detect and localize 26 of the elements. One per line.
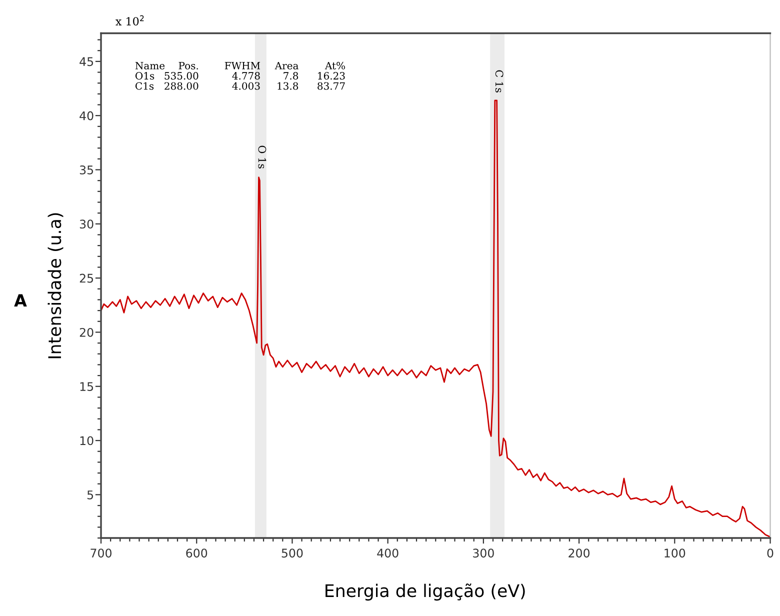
x-tick-label: 600	[186, 548, 208, 558]
y-tick-label: 40	[80, 111, 94, 120]
x-tick-label: 700	[90, 548, 112, 558]
y-axis-title: Intensidade (u.a)	[48, 213, 64, 358]
text: C1s 288.00 4.003 13.8 83.77	[136, 82, 345, 90]
y-tick-label: 5	[87, 490, 94, 500]
x-tick-label: 200	[568, 548, 590, 558]
text: x 10$^{2}$	[116, 15, 144, 26]
annotation: C 1s	[495, 70, 504, 92]
y-tick-label: 15	[80, 382, 94, 392]
x-tick-label: 100	[664, 548, 686, 558]
y-tick-label: 45	[80, 57, 94, 66]
y-tick-label: 20	[80, 328, 94, 337]
text: O1s 535.00 4.778 7.8 16.23	[136, 72, 345, 80]
text: Name Pos. FWHM Area At%	[135, 62, 345, 70]
y-tick-label: 25	[80, 274, 94, 283]
y-tick-label: 35	[80, 165, 94, 174]
x-tick-label: 400	[377, 548, 398, 558]
x-tick-label: 0	[767, 548, 774, 558]
y-tick-label: 30	[80, 220, 94, 229]
x-tick-label: 300	[473, 548, 494, 558]
text: A	[14, 294, 27, 306]
y-tick-label: 10	[80, 436, 94, 446]
x-axis-title: Energia de ligação (eV)	[326, 584, 525, 601]
annotation: O 1s	[258, 146, 266, 168]
x-tick-label: 500	[282, 548, 303, 558]
